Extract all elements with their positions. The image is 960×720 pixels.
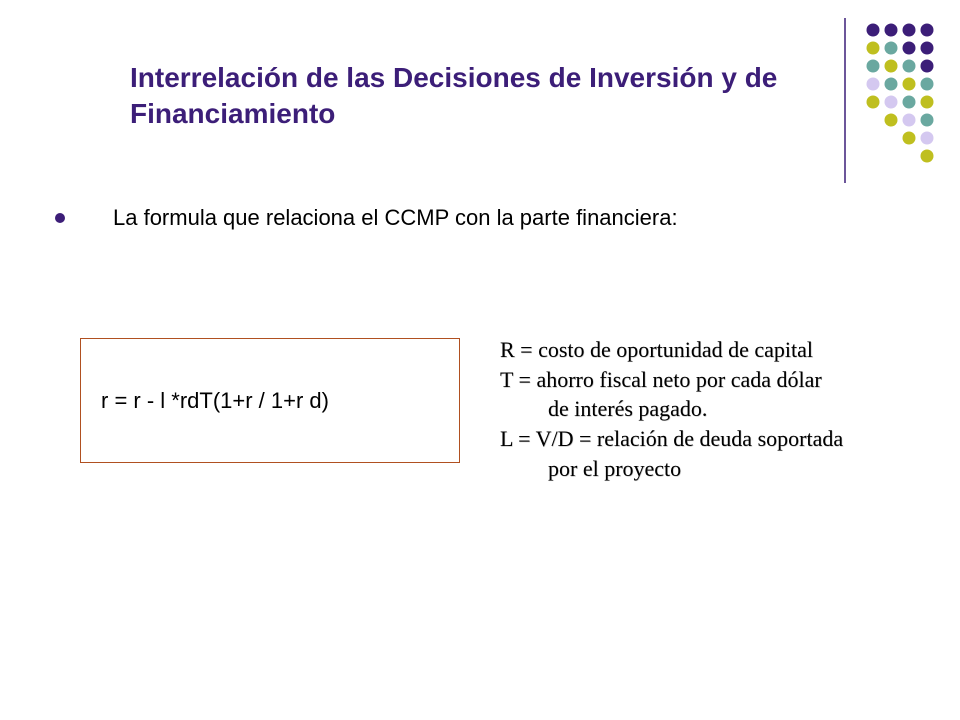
- definitions-block: R = costo de oportunidad de capital T = …: [500, 335, 930, 483]
- formula-text: r = r - l *rdT(1+r / 1+r d): [101, 388, 329, 414]
- title-area: Interrelación de las Decisiones de Inver…: [130, 60, 810, 133]
- corner-decoration: [840, 18, 950, 188]
- definition-l-line1: L = V/D = relación de deuda soportada: [500, 424, 930, 454]
- definition-t-line1: T = ahorro fiscal neto por cada dólar: [500, 365, 930, 395]
- bullet-row: La formula que relaciona el CCMP con la …: [55, 205, 678, 231]
- definition-t-line2: de interés pagado.: [500, 394, 930, 424]
- definition-l-line2: por el proyecto: [500, 454, 930, 484]
- definition-r: R = costo de oportunidad de capital: [500, 335, 930, 365]
- slide-container: Interrelación de las Decisiones de Inver…: [0, 0, 960, 720]
- slide-title: Interrelación de las Decisiones de Inver…: [130, 60, 810, 133]
- bullet-icon: [55, 213, 65, 223]
- formula-box: r = r - l *rdT(1+r / 1+r d): [80, 338, 460, 463]
- bullet-text: La formula que relaciona el CCMP con la …: [113, 205, 678, 231]
